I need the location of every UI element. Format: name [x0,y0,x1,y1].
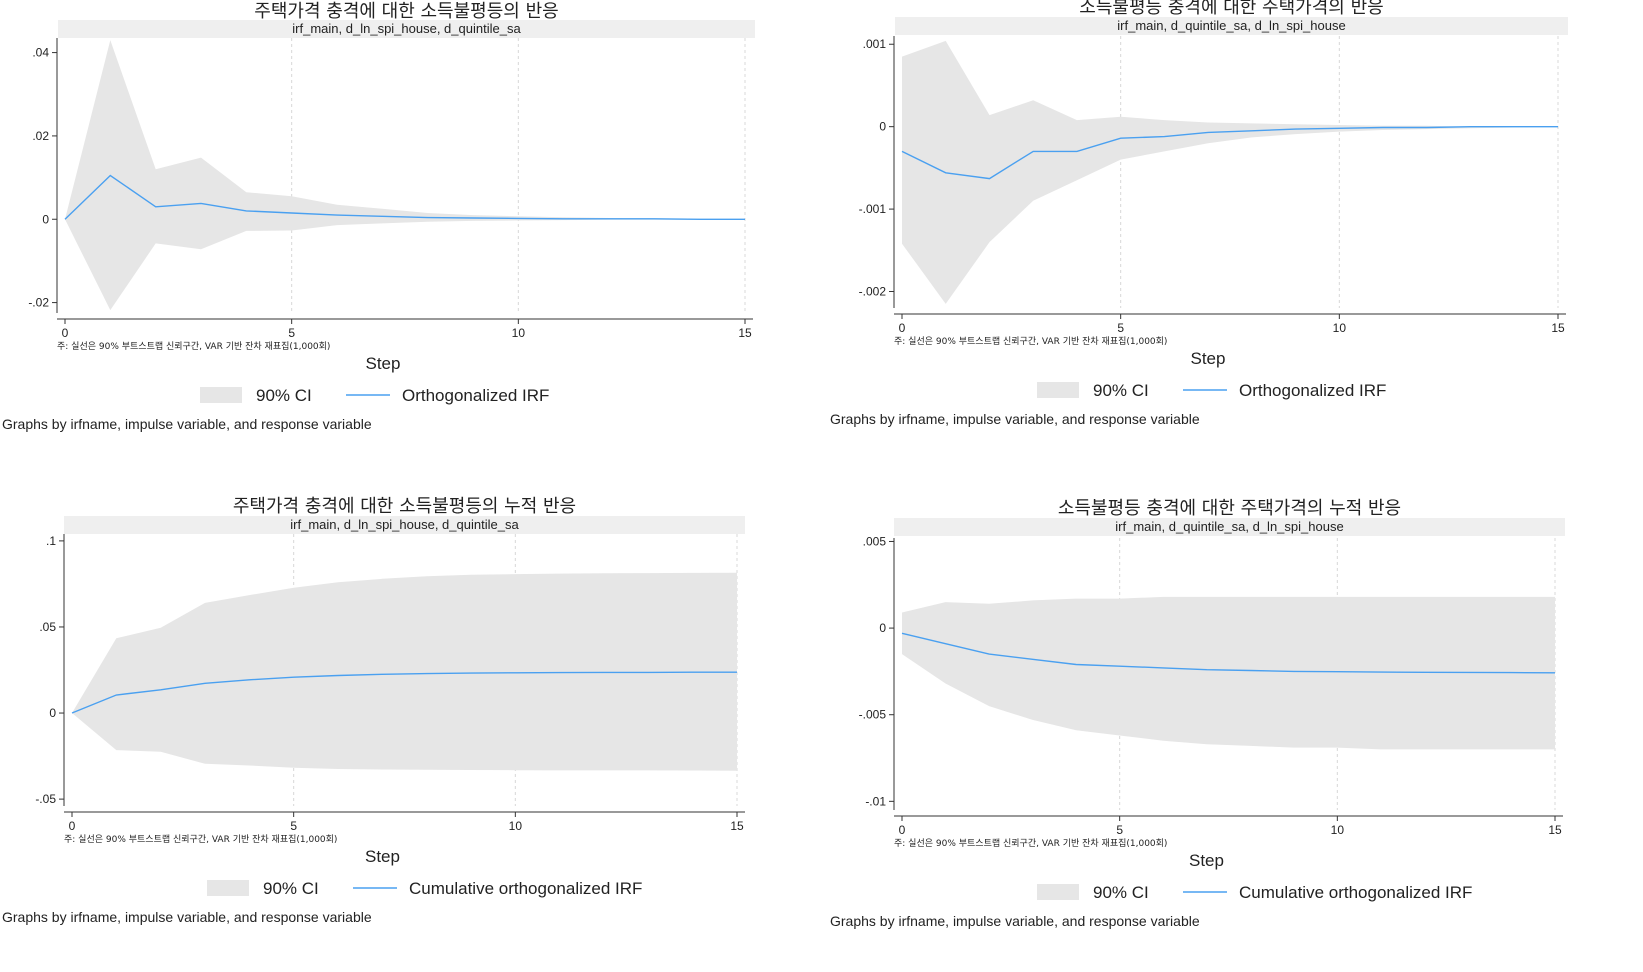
legend-ci-label: 90% CI [256,386,312,405]
x-tick-label: 5 [290,819,297,833]
y-tick-label: -.05 [35,792,56,806]
chart-note: 주: 실선은 90% 부트스트랩 신뢰구간, VAR 기반 잔차 재표집(1,0… [57,340,330,352]
legend-ci-label: 90% CI [1093,883,1149,902]
x-axis-label: Step [1191,349,1226,368]
legend-line-label: Orthogonalized IRF [1239,381,1386,400]
legend-line-label: Cumulative orthogonalized IRF [1239,883,1472,902]
chart-note: 주: 실선은 90% 부트스트랩 신뢰구간, VAR 기반 잔차 재표집(1,0… [64,833,337,845]
y-tick-label: .001 [863,37,887,51]
y-tick-label: -.005 [859,708,887,722]
graphs-by-note: Graphs by irfname, impulse variable, and… [2,416,372,432]
legend-ci-swatch [1037,884,1079,900]
y-tick-label: -.002 [859,285,887,299]
y-tick-label: .1 [46,534,56,548]
x-tick-label: 0 [899,823,906,837]
ci-band [72,572,737,771]
chart-title: 소득불평등 충격에 대한 주택가격의 누적 반응 [1058,498,1401,519]
x-tick-label: 10 [509,819,523,833]
chart-title: 주택가격 충격에 대한 소득불평등의 누적 반응 [233,496,576,517]
legend-line-label: Orthogonalized IRF [402,386,549,405]
chart-subtitle: irf_main, d_quintile_sa, d_ln_spi_house [1117,18,1345,33]
legend-ci-swatch [200,387,242,403]
graphs-by-note: Graphs by irfname, impulse variable, and… [830,913,1200,929]
x-tick-label: 5 [288,326,295,340]
x-tick-label: 5 [1117,321,1124,335]
x-tick-label: 15 [738,326,752,340]
chart-panel-1: 주택가격 충격에 대한 소득불평등의 반응 irf_main, d_ln_spi_… [0,0,800,470]
graphs-by-note: Graphs by irfname, impulse variable, and… [830,411,1200,427]
legend-ci-label: 90% CI [263,879,319,898]
irf-line [71,671,737,714]
subtitle-band [895,17,1568,35]
x-axis-label: Step [365,847,400,866]
x-tick-label: 15 [1551,321,1565,335]
y-tick-label: .05 [39,620,56,634]
x-tick-label: 5 [1116,823,1123,837]
chart-note: 주: 실선은 90% 부트스트랩 신뢰구간, VAR 기반 잔차 재표집(1,0… [894,837,1167,849]
subtitle-band [64,516,745,534]
chart-subtitle: irf_main, d_ln_spi_house, d_quintile_sa [290,517,519,532]
irf-line [901,632,1556,674]
ci-band [902,40,1558,304]
x-axis-label: Step [1189,851,1224,870]
y-tick-label: 0 [879,621,886,635]
y-tick-label: 0 [879,120,886,134]
x-tick-label: 10 [1333,321,1347,335]
ci-band [902,596,1555,750]
irf-line [64,174,745,221]
y-tick-label: 0 [42,212,49,226]
irf-line [901,125,1558,180]
legend-ci-label: 90% CI [1093,381,1149,400]
x-tick-label: 0 [69,819,76,833]
y-tick-label: -.01 [865,794,886,808]
legend-line-label: Cumulative orthogonalized IRF [409,879,642,898]
legend-ci-swatch [1037,382,1079,398]
x-tick-label: 15 [730,819,744,833]
x-tick-label: 0 [62,326,69,340]
x-tick-label: 10 [512,326,526,340]
chart-subtitle: irf_main, d_quintile_sa, d_ln_spi_house [1115,519,1343,534]
chart-title: 주택가격 충격에 대한 소득불평등의 반응 [254,1,558,22]
x-axis-label: Step [366,354,401,373]
x-tick-label: 10 [1331,823,1345,837]
chart-note: 주: 실선은 90% 부트스트랩 신뢰구간, VAR 기반 잔차 재표집(1,0… [894,335,1167,347]
y-tick-label: .005 [863,534,887,548]
chart-panel-2: 소득불평등 충격에 대한 주택가격의 반응 irf_main, d_quintil… [830,0,1630,470]
x-tick-label: 15 [1548,823,1562,837]
chart-panel-3: 주택가격 충격에 대한 소득불평등의 누적 반응 irf_main, d_ln_s… [0,492,800,962]
y-tick-label: .04 [32,46,49,60]
y-tick-label: 0 [49,706,56,720]
y-tick-label: .02 [32,129,49,143]
chart-subtitle: irf_main, d_ln_spi_house, d_quintile_sa [292,21,521,36]
subtitle-band [58,20,755,38]
chart-title: 소득불평등 충격에 대한 주택가격의 반응 [1079,0,1383,18]
subtitle-band [894,518,1565,536]
y-tick-label: -.001 [859,202,887,216]
ci-band [65,40,745,311]
legend-ci-swatch [207,880,249,896]
x-tick-label: 0 [899,321,906,335]
graphs-by-note: Graphs by irfname, impulse variable, and… [2,909,372,925]
y-tick-label: -.02 [28,296,49,310]
chart-panel-4: 소득불평등 충격에 대한 주택가격의 누적 반응 irf_main, d_quin… [830,492,1630,962]
